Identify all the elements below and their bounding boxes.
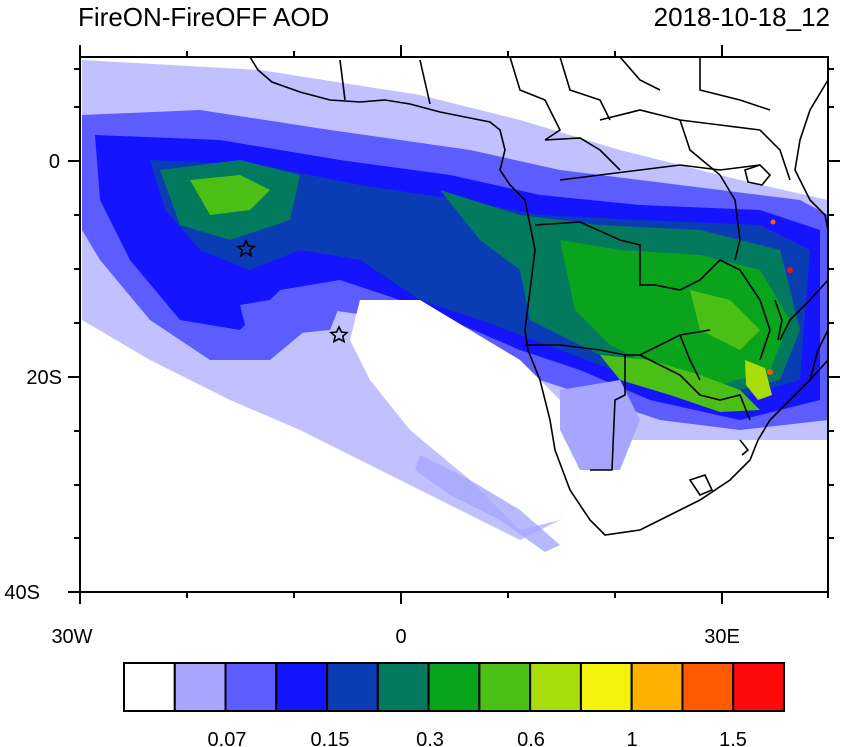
colorbar-label-6: 1.5 — [719, 729, 747, 747]
colorbar-box-3 — [224, 662, 278, 712]
colorbar-labels: 0.07 0.15 0.3 0.6 1 1.5 — [208, 729, 747, 747]
lon-label-30e: 30E — [704, 626, 740, 648]
star-marker-1 — [236, 239, 256, 258]
colorbar-box-9 — [529, 662, 582, 712]
plot-timestamp: 2018-10-18_12 — [653, 2, 830, 32]
plot-frame — [79, 56, 829, 593]
colorbar-box-8 — [478, 662, 532, 712]
colorbar — [123, 662, 786, 712]
colorbar-label-5: 1 — [626, 729, 637, 747]
colorbar-box-5 — [326, 662, 379, 712]
lon-label-30w: 30W — [51, 626, 92, 648]
colorbar-box-12 — [681, 662, 735, 712]
colorbar-box-13 — [732, 662, 786, 712]
star-marker-2 — [329, 325, 349, 344]
colorbar-box-2 — [173, 662, 227, 712]
colorbar-box-10 — [579, 662, 633, 712]
colorbar-label-1: 0.07 — [208, 729, 247, 747]
lat-label-0: 0 — [49, 151, 60, 173]
colorbar-label-3: 0.3 — [416, 729, 444, 747]
colorbar-box-4 — [275, 662, 329, 712]
lat-label-20s: 20S — [26, 367, 62, 389]
aod-field — [82, 60, 828, 552]
colorbar-box-11 — [630, 662, 684, 712]
colorbar-label-4: 0.6 — [517, 729, 545, 747]
lat-label-40s: 40S — [4, 582, 40, 604]
plot-title: FireON-FireOFF AOD — [78, 2, 330, 32]
colorbar-box-7 — [427, 662, 481, 712]
colorbar-box-1 — [123, 662, 176, 712]
lon-label-0: 0 — [395, 626, 406, 648]
axis-ticks — [68, 45, 840, 604]
star-markers — [236, 239, 349, 344]
colorbar-label-2: 0.15 — [311, 729, 350, 747]
colorbar-box-6 — [376, 662, 430, 712]
coastlines — [249, 57, 828, 536]
